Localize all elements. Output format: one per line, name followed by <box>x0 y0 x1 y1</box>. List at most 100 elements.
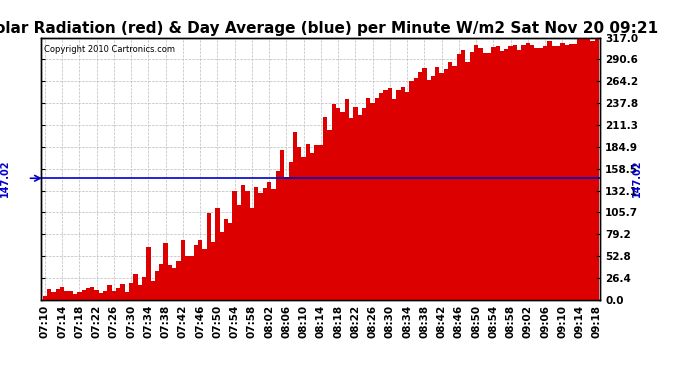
Bar <box>275 171 280 300</box>
Bar <box>90 286 95 300</box>
Bar <box>440 73 444 300</box>
Bar <box>495 46 500 300</box>
Bar <box>99 293 103 300</box>
Bar <box>181 240 185 300</box>
Bar <box>237 205 241 300</box>
Bar <box>254 188 258 300</box>
Bar <box>43 296 47 300</box>
Bar <box>487 53 491 300</box>
Bar <box>534 48 539 300</box>
Bar <box>228 223 233 300</box>
Text: Copyright 2010 Cartronics.com: Copyright 2010 Cartronics.com <box>44 45 175 54</box>
Bar <box>211 242 215 300</box>
Bar <box>60 287 64 300</box>
Bar <box>362 108 366 300</box>
Bar <box>133 274 137 300</box>
Bar <box>224 219 228 300</box>
Bar <box>250 208 254 300</box>
Bar <box>81 290 86 300</box>
Bar <box>64 291 68 300</box>
Bar <box>68 291 73 300</box>
Bar <box>474 45 478 300</box>
Bar <box>246 191 250 300</box>
Bar <box>112 291 116 300</box>
Bar <box>297 147 302 300</box>
Bar <box>504 49 509 300</box>
Bar <box>150 280 155 300</box>
Bar <box>263 188 267 300</box>
Bar <box>591 41 595 300</box>
Bar <box>582 38 586 300</box>
Bar <box>172 268 177 300</box>
Bar <box>569 44 573 300</box>
Bar <box>206 213 211 300</box>
Bar <box>315 146 319 300</box>
Bar <box>116 288 120 300</box>
Bar <box>168 266 172 300</box>
Bar <box>159 264 164 300</box>
Bar <box>258 192 263 300</box>
Bar <box>375 98 379 300</box>
Bar <box>470 51 474 300</box>
Bar <box>215 208 219 300</box>
Bar <box>379 93 384 300</box>
Bar <box>409 81 413 300</box>
Bar <box>453 66 457 300</box>
Bar <box>413 78 418 300</box>
Bar <box>323 117 327 300</box>
Bar <box>219 232 224 300</box>
Text: 147.02: 147.02 <box>631 159 642 197</box>
Bar <box>120 284 125 300</box>
Bar <box>319 145 323 300</box>
Bar <box>129 283 133 300</box>
Bar <box>517 50 522 300</box>
Bar <box>332 105 336 300</box>
Bar <box>51 292 56 300</box>
Bar <box>482 53 487 300</box>
Bar <box>448 62 453 300</box>
Bar <box>103 291 108 300</box>
Bar <box>108 285 112 300</box>
Bar <box>392 99 396 300</box>
Bar <box>522 45 526 300</box>
Bar <box>578 39 582 300</box>
Bar <box>73 294 77 300</box>
Bar <box>357 115 362 300</box>
Text: 147.02: 147.02 <box>0 159 10 197</box>
Bar <box>509 46 513 300</box>
Bar <box>431 76 435 300</box>
Bar <box>288 162 293 300</box>
Bar <box>401 87 405 300</box>
Bar <box>478 48 482 300</box>
Bar <box>310 153 315 300</box>
Bar <box>564 45 569 300</box>
Bar <box>556 46 560 300</box>
Bar <box>142 277 146 300</box>
Bar <box>418 72 422 300</box>
Bar <box>461 50 465 300</box>
Bar <box>422 68 426 300</box>
Bar <box>396 90 401 300</box>
Bar <box>271 189 275 300</box>
Bar <box>146 248 150 300</box>
Bar <box>349 118 353 300</box>
Title: Solar Radiation (red) & Day Average (blue) per Minute W/m2 Sat Nov 20 09:21: Solar Radiation (red) & Day Average (blu… <box>0 21 658 36</box>
Bar <box>344 99 349 300</box>
Bar <box>56 290 60 300</box>
Bar <box>77 292 81 300</box>
Bar <box>280 150 284 300</box>
Bar <box>388 88 392 300</box>
Bar <box>560 43 564 300</box>
Bar <box>530 45 534 300</box>
Bar <box>164 243 168 300</box>
Bar <box>327 130 332 300</box>
Bar <box>573 44 578 300</box>
Bar <box>194 245 198 300</box>
Bar <box>543 46 547 300</box>
Bar <box>371 102 375 300</box>
Bar <box>547 40 551 300</box>
Bar <box>586 39 591 300</box>
Bar <box>595 39 599 300</box>
Bar <box>526 43 530 300</box>
Bar <box>155 271 159 300</box>
